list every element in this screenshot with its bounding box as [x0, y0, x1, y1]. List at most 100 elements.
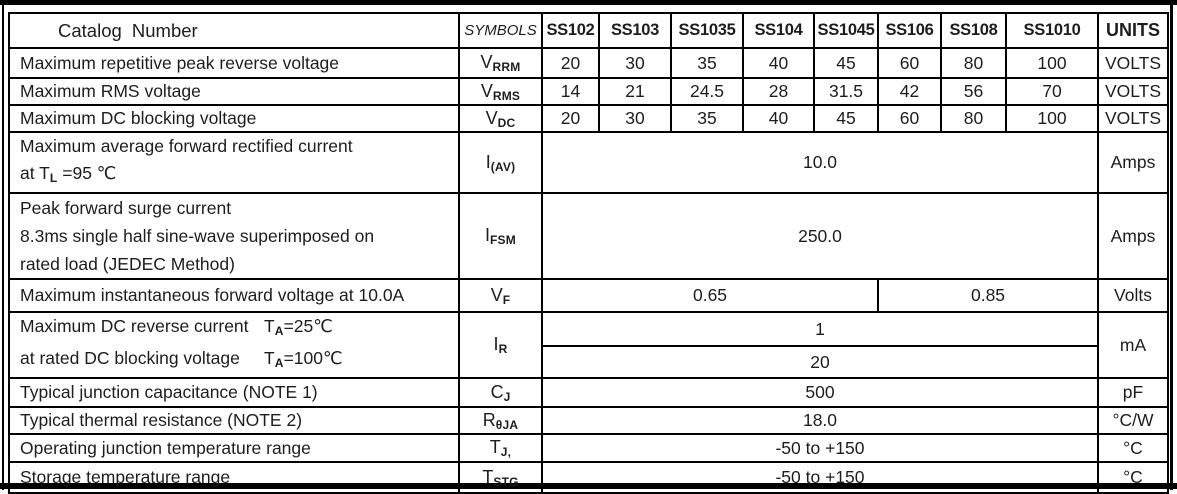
table-row-ifsm: Peak forward surge current 8.3ms single … — [8, 192, 1169, 280]
param-cell: Maximum DC reverse current TA=25℃ at rate… — [8, 311, 460, 379]
value-cell: 42 — [877, 77, 942, 106]
symbol-main: V — [480, 80, 493, 101]
page-border-right — [1170, 0, 1173, 490]
part-header-ss102: SS102 — [541, 12, 600, 49]
part-header-ss1035: SS1035 — [670, 12, 744, 49]
symbol-subscript: RMS — [492, 88, 521, 103]
param-subscript: L — [49, 171, 58, 185]
param-cell: Storage temperature range — [8, 461, 460, 494]
value-cell-span: 18.0 — [541, 406, 1099, 435]
symbol-main: R — [482, 409, 496, 430]
table-row-vrrm: Maximum repetitive peak reverse voltage … — [8, 47, 1169, 79]
value-cell: 80 — [940, 47, 1007, 79]
table-row-tj: Operating junction temperature range TJ,… — [8, 433, 1169, 463]
part-header-ss1045: SS1045 — [813, 12, 879, 49]
symbol-subscript: R — [498, 342, 508, 356]
param-cell: Maximum repetitive peak reverse voltage — [8, 47, 460, 79]
value-cell-ta100: 20 — [541, 345, 1099, 379]
value-cell: 60 — [877, 47, 942, 79]
symbol-subscript: STG — [493, 474, 519, 489]
value-cell: 45 — [813, 104, 879, 133]
param-line: Maximum average forward rectified curren… — [20, 136, 353, 156]
part-header-ss108: SS108 — [940, 12, 1007, 49]
value-cell-ta25: 1 — [541, 310, 1099, 348]
param-text: T — [264, 348, 275, 368]
symbol-main: C — [490, 381, 504, 402]
value-cell-span: -50 to +150 — [541, 433, 1099, 463]
symbol-main: I — [493, 334, 499, 354]
unit-cell: Amps — [1097, 192, 1169, 280]
symbols-header: SYMBOLS — [458, 12, 543, 49]
unit-cell: °C/W — [1097, 406, 1169, 435]
unit-cell: VOLTS — [1097, 104, 1169, 133]
param-cell: Maximum average forward rectified curren… — [8, 131, 460, 194]
value-cell: 28 — [742, 77, 815, 106]
symbol-subscript: DC — [497, 115, 516, 130]
symbol-cell: TJ, — [458, 433, 543, 463]
table-row-cj: Typical junction capacitance (NOTE 1) CJ… — [8, 377, 1169, 408]
value-cell-high-group: 0.85 — [877, 278, 1099, 313]
part-header-ss106: SS106 — [877, 12, 942, 49]
param-line: Peak forward surge current — [20, 198, 232, 218]
param-line: at TL =95 ℃ — [20, 160, 457, 191]
param-text: Maximum DC reverse current — [20, 316, 249, 336]
value-cell: 21 — [598, 77, 672, 106]
table-row-vrms: Maximum RMS voltage VRMS 14 21 24.5 28 3… — [8, 77, 1169, 106]
param-line: at rated DC blocking voltage TA=100℃ — [20, 345, 457, 376]
value-cell-span: 10.0 — [541, 131, 1099, 194]
symbol-main: T — [482, 466, 494, 487]
page-border-top — [0, 0, 1177, 5]
value-cell: 40 — [742, 47, 815, 79]
symbol-subscript: J, — [500, 445, 512, 459]
table-row-ir-ta100: 20 — [9, 345, 1168, 379]
value-cell: 100 — [1005, 47, 1099, 79]
unit-cell: Amps — [1097, 131, 1169, 194]
condition-text: TA=100℃ — [264, 348, 343, 370]
value-cell-span: 250.0 — [541, 192, 1099, 280]
symbol-subscript: θJA — [495, 417, 519, 432]
condition-text: TA=25℃ — [264, 316, 333, 338]
symbol-cell: VF — [458, 278, 543, 313]
value-cell: 20 — [541, 47, 600, 79]
table-row-tstg: Storage temperature range TSTG -50 to +1… — [8, 461, 1169, 494]
symbol-main: V — [480, 52, 493, 72]
param-text: =100℃ — [283, 348, 343, 368]
symbol-main: I — [485, 151, 491, 172]
param-cell: Typical junction capacitance (NOTE 1) — [8, 377, 460, 408]
symbol-main: T — [489, 437, 501, 457]
param-text: =25℃ — [283, 316, 333, 336]
unit-cell: VOLTS — [1097, 47, 1169, 79]
value-cell: 14 — [541, 77, 600, 106]
symbol-cell: IFSM — [458, 192, 543, 280]
param-cell: Operating junction temperature range — [8, 433, 460, 463]
param-subscript: A — [274, 324, 284, 338]
value-cell: 35 — [670, 47, 744, 79]
param-cell: Typical thermal resistance (NOTE 2) — [8, 406, 460, 435]
value-cell: 80 — [940, 104, 1007, 133]
symbol-subscript: F — [502, 292, 511, 307]
param-line: Maximum DC reverse current TA=25℃ — [20, 314, 457, 345]
maximum-ratings-table: Catalog Number SYMBOLS SS102 SS103 SS103… — [8, 12, 1169, 494]
symbol-main: V — [485, 107, 498, 128]
table-row-iav: Maximum average forward rectified curren… — [8, 131, 1169, 194]
table-row-vdc: Maximum DC blocking voltage VDC 20 30 35… — [8, 104, 1169, 133]
symbol-cell: CJ — [458, 377, 543, 408]
symbol-subscript: RRM — [492, 60, 521, 74]
value-cell: 30 — [598, 47, 672, 79]
param-cell: Maximum DC blocking voltage — [8, 104, 460, 133]
symbol-cell: VDC — [458, 104, 543, 133]
unit-cell: °C — [1097, 433, 1169, 463]
value-cell: 60 — [877, 104, 942, 133]
symbol-subscript: J — [503, 389, 511, 404]
symbol-cell: TSTG — [458, 461, 543, 494]
symbol-cell: I(AV) — [458, 131, 543, 194]
symbol-cell: IR — [458, 311, 543, 379]
unit-cell: pF — [1097, 377, 1169, 408]
symbol-cell: VRMS — [458, 77, 543, 106]
symbol-subscript: FSM — [490, 233, 516, 247]
unit-cell: °C — [1097, 461, 1169, 494]
value-cell: 35 — [670, 104, 744, 133]
param-subscript: A — [274, 356, 284, 370]
symbol-main: V — [490, 284, 503, 305]
